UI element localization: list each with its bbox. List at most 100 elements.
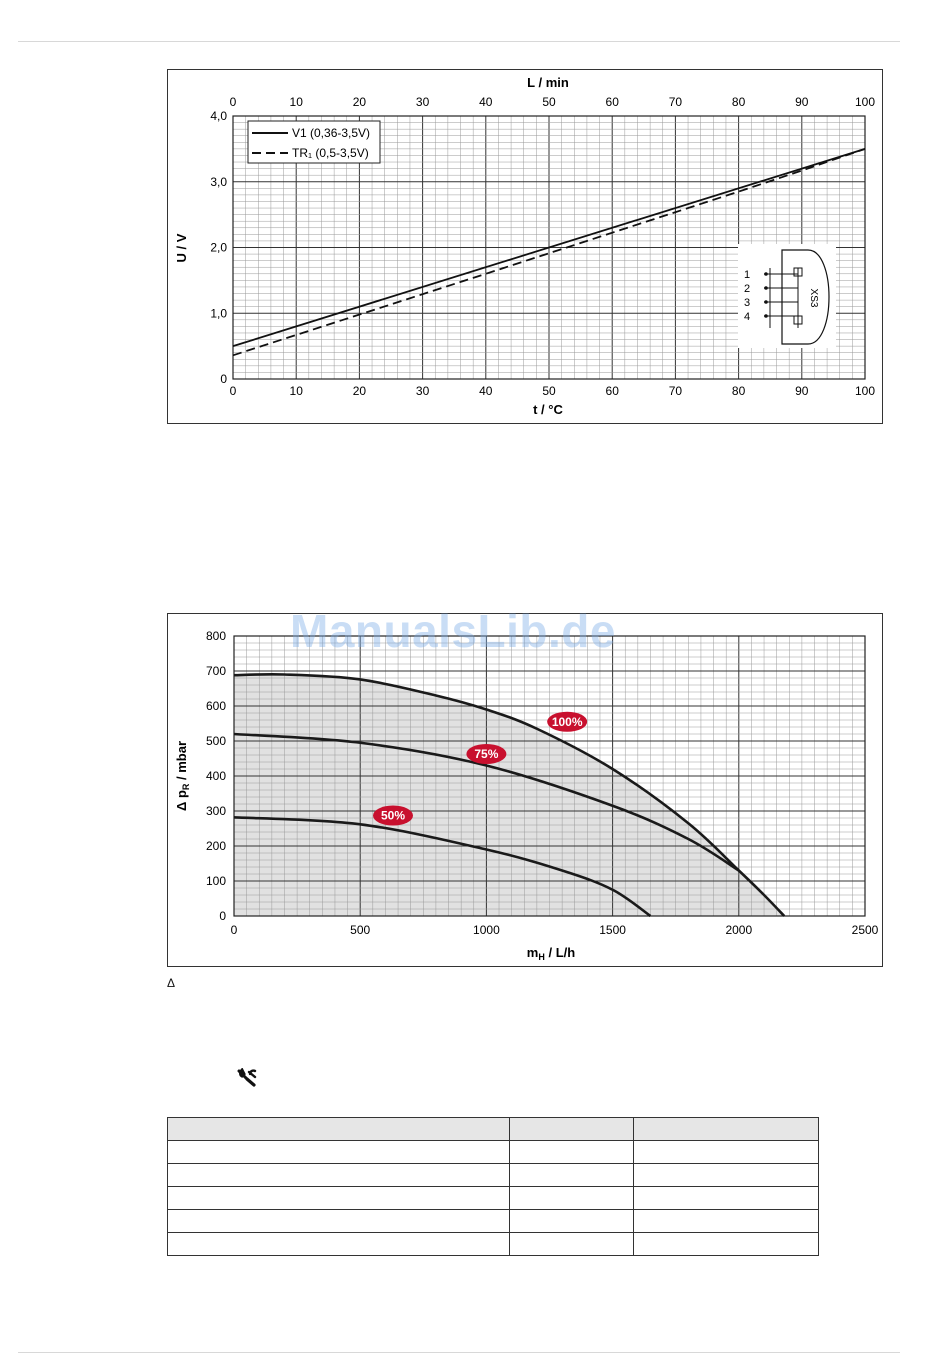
table-cell [167, 1163, 510, 1187]
table-cell [633, 1140, 819, 1164]
tick-labels: 0010102020303040405050606070708080909010… [210, 95, 875, 398]
y-tick-label: 2,0 [210, 241, 227, 255]
pump-curve-100pct [233, 672, 786, 917]
x-tick-label: 1500 [599, 923, 626, 937]
x-tick-label-top: 30 [416, 95, 430, 109]
x-tick-label-bottom: 70 [669, 384, 683, 398]
x-tick-label-bottom: 40 [479, 384, 493, 398]
x-tick-label-top: 90 [795, 95, 809, 109]
y-axis-label: U / V [174, 233, 189, 262]
x-tick-label-bottom: 100 [855, 384, 875, 398]
series-line-tr1 [232, 148, 866, 357]
table-header-cell [509, 1117, 634, 1141]
x-tick-label-bottom: 80 [732, 384, 746, 398]
voltage-chart: 0 0 10 10 20 20 30 30 40 40 50 50 60 60 70 70 80 80 90 90 10… [167, 69, 883, 424]
legend-entry-v1: V1 (0,36-3,5V) [292, 126, 370, 140]
plot-frame [232, 115, 866, 380]
y-tick-label: 3,0 [210, 175, 227, 189]
y-tick-label: 4,0 [210, 109, 227, 123]
plot-frame [233, 635, 866, 917]
curve-badge [373, 805, 414, 826]
y-tick-label: 400 [206, 769, 226, 783]
table-cell [633, 1232, 819, 1256]
pin-label-1: 1 [744, 269, 750, 281]
y-tick-label: 200 [206, 839, 226, 853]
table-cell [509, 1140, 634, 1164]
table-cell [167, 1186, 510, 1210]
delta-symbol: Δ [167, 976, 176, 990]
pump-curve-75pct [233, 732, 740, 872]
table-row [167, 1209, 819, 1233]
x-tick-label: 2000 [725, 923, 752, 937]
x-tick-label-top: 0 [230, 95, 237, 109]
series-layer [232, 148, 866, 357]
wrench-screwdriver-icon [236, 1067, 258, 1088]
x-tick-label-top: 100 [855, 95, 875, 109]
curve-badge-label: 50% [381, 809, 405, 823]
legend-entry-tr1: TR₁ (0,5-3,5V) [292, 146, 369, 160]
operating-area [234, 674, 785, 916]
pin-label-4: 4 [744, 311, 750, 323]
y-tick-label: 500 [206, 734, 226, 748]
table-row [167, 1163, 819, 1187]
y-tick-label: 1,0 [210, 306, 227, 320]
curve-badge-label: 75% [474, 747, 498, 761]
x-tick-label-top: 10 [290, 95, 304, 109]
pump-curve-50pct [233, 816, 652, 918]
x-axis-bottom-label: t / °C [533, 402, 563, 417]
y-tick-label: 600 [206, 699, 226, 713]
table-cell [633, 1209, 819, 1233]
x-tick-label-bottom: 10 [290, 384, 304, 398]
x-tick-label: 0 [231, 923, 238, 937]
x-tick-label: 2500 [852, 923, 879, 937]
voltage-chart-svg: 0010102020303040405050606070708080909010… [174, 75, 875, 417]
y-tick-label: 700 [206, 664, 226, 678]
table-cell [633, 1163, 819, 1187]
series-layer [233, 672, 786, 918]
table-header-row [167, 1117, 819, 1141]
x-tick-label: 500 [350, 923, 370, 937]
table-cell [167, 1140, 510, 1164]
x-tick-label-top: 50 [542, 95, 556, 109]
connector-diagram: 1 2 3 4 XS3 [738, 244, 836, 348]
table-header-cell [633, 1117, 819, 1141]
curve-badge-label: 100% [552, 715, 583, 729]
x-tick-label: 1000 [473, 923, 500, 937]
x-tick-label-bottom: 0 [230, 384, 237, 398]
x-tick-label-top: 40 [479, 95, 493, 109]
series-line-v1 [232, 148, 866, 347]
table-cell [509, 1163, 634, 1187]
curve-badges: 100% 75% 50% [373, 711, 588, 826]
table-cell [509, 1232, 634, 1256]
legend: V1 (0,36-3,5V) TR₁ (0,5-3,5V) [247, 120, 381, 164]
table-row [167, 1186, 819, 1210]
curve-badge [466, 743, 507, 764]
y-tick-label: 800 [206, 629, 226, 643]
pump-curve-chart-svg: 0 500 1000 1500 2000 2500 0 100 200 300 400 500 600 7… [174, 629, 879, 962]
table-row [167, 1140, 819, 1164]
tick-labels: 0 500 1000 1500 2000 2500 0 100 200 300 400 500 600 7… [206, 629, 879, 937]
x-tick-label-top: 60 [606, 95, 620, 109]
y-tick-label: 0 [220, 372, 227, 386]
pump-curve-chart: 0 500 1000 1500 2000 2500 0 100 200 300 400 500 600 7… [167, 613, 883, 967]
x-tick-label-bottom: 20 [353, 384, 367, 398]
x-tick-label-top: 70 [669, 95, 683, 109]
x-tick-label-top: 20 [353, 95, 367, 109]
x-tick-label-top: 80 [732, 95, 746, 109]
x-tick-label-bottom: 60 [606, 384, 620, 398]
pin-label-3: 3 [744, 297, 750, 309]
curve-badge [547, 711, 588, 732]
x-axis-top-label: L / min [527, 75, 569, 90]
top-rule [18, 41, 900, 42]
table-header-cell [167, 1117, 510, 1141]
table-cell [509, 1209, 634, 1233]
watermark: ManualsLib.de [290, 605, 616, 657]
x-tick-label-bottom: 30 [416, 384, 430, 398]
grid [233, 635, 866, 917]
bottom-rule [18, 1352, 900, 1353]
y-axis-label: Δ pR / mbar [174, 741, 191, 811]
data-table [167, 1117, 819, 1256]
y-tick-label: 100 [206, 874, 226, 888]
table-cell [167, 1209, 510, 1233]
table-cell [633, 1186, 819, 1210]
